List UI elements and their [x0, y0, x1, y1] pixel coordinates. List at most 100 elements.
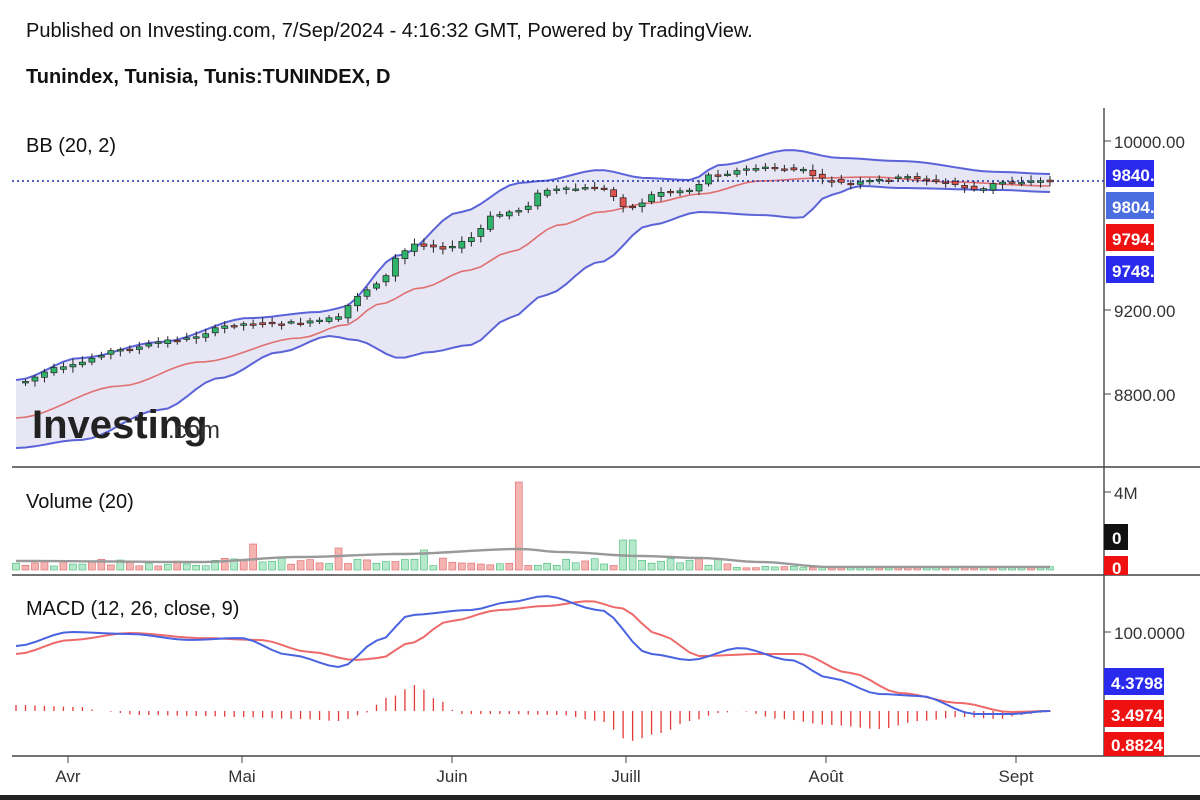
candle: [752, 164, 760, 173]
volume-bar: [809, 567, 817, 571]
candle-body: [259, 322, 266, 325]
candle-body: [505, 211, 513, 217]
candle-body: [714, 174, 722, 177]
candle: [183, 332, 191, 342]
volume-bar: [145, 563, 153, 571]
candle-body: [335, 316, 342, 320]
candle: [847, 180, 855, 190]
candle: [648, 191, 655, 205]
candle: [818, 168, 826, 185]
candle: [98, 351, 105, 361]
volume-bar: [486, 564, 495, 571]
volume-bar: [325, 563, 333, 571]
candle: [781, 164, 788, 173]
candle: [420, 238, 428, 250]
volume-bar: [344, 563, 352, 571]
volume-bar: [448, 561, 457, 571]
candle: [800, 166, 807, 174]
candle: [458, 236, 466, 254]
candle-body: [202, 333, 210, 338]
candle-body: [164, 339, 172, 344]
candle-body: [31, 376, 39, 382]
candle: [961, 182, 968, 193]
candle-body: [41, 371, 48, 378]
candle: [401, 248, 409, 265]
candle: [970, 181, 978, 192]
candle-body: [116, 349, 124, 352]
candle: [629, 203, 636, 211]
bb-basis-line: [15, 176, 1051, 419]
volume-bar: [31, 562, 39, 571]
candle: [41, 368, 48, 383]
price-tag-label: 9804.44: [1112, 198, 1174, 217]
candle-body: [951, 180, 959, 185]
volume-bar: [296, 560, 305, 571]
volume-bar: [258, 561, 267, 571]
macd-tag-label: 3.4974: [1111, 706, 1164, 725]
candle: [505, 209, 513, 220]
candle-body: [154, 341, 162, 344]
candle-body: [496, 214, 504, 217]
candle-body: [392, 257, 399, 277]
candle-body: [686, 189, 693, 193]
price-tag-label: 9794.74: [1112, 230, 1174, 249]
candle-body: [619, 197, 627, 208]
volume-bar: [733, 567, 741, 571]
volume-bar: [220, 558, 229, 571]
volume-bar: [401, 559, 409, 571]
candle: [354, 292, 361, 312]
candle: [837, 174, 845, 185]
candle-body: [430, 244, 437, 248]
candle: [790, 163, 798, 172]
candle: [581, 183, 589, 191]
x-tick-label: Juin: [436, 767, 467, 786]
candle-body: [211, 327, 219, 334]
candle-body: [411, 243, 418, 252]
candle-body: [648, 194, 655, 202]
candle-body: [676, 190, 684, 194]
volume-bar: [799, 567, 808, 571]
volume-bar: [590, 558, 599, 571]
volume-bar: [201, 565, 210, 571]
volume-bar: [780, 566, 789, 571]
candle-body: [126, 348, 134, 352]
volume-bar: [230, 558, 238, 571]
candle-body: [724, 173, 731, 176]
volume-bar: [69, 563, 77, 571]
candle-body: [316, 319, 323, 322]
volume-bar: [382, 561, 390, 571]
candle: [240, 321, 248, 331]
candle: [724, 170, 731, 177]
candle-body: [98, 355, 105, 358]
candle-body: [249, 323, 257, 326]
candle: [316, 317, 323, 325]
macd-tag-signal: [1104, 700, 1164, 727]
candle: [202, 328, 210, 342]
candle: [60, 362, 67, 374]
candle: [686, 187, 693, 195]
candle: [467, 232, 475, 247]
candle-body: [970, 185, 978, 190]
candle: [1008, 176, 1016, 185]
volume-bar: [40, 561, 49, 571]
candle-body: [88, 357, 96, 363]
published-caption: Published on Investing.com, 7/Sep/2024 -…: [26, 20, 753, 42]
candle: [553, 185, 561, 194]
volume-bar: [647, 562, 656, 571]
candle: [657, 187, 665, 202]
candle-body: [240, 323, 248, 326]
candle-body: [297, 322, 304, 326]
candle-body: [818, 173, 826, 179]
candle: [259, 317, 266, 328]
volume-bar: [562, 558, 571, 571]
candle-body: [354, 295, 361, 307]
volume-bar: [495, 563, 504, 571]
candle: [676, 187, 684, 197]
volume-tick-label: 4M: [1114, 484, 1138, 503]
volume-bar: [163, 563, 172, 571]
price-tag-label: 9840.51: [1112, 166, 1173, 185]
candle: [762, 163, 769, 172]
candle: [135, 341, 143, 355]
candle: [515, 207, 523, 216]
